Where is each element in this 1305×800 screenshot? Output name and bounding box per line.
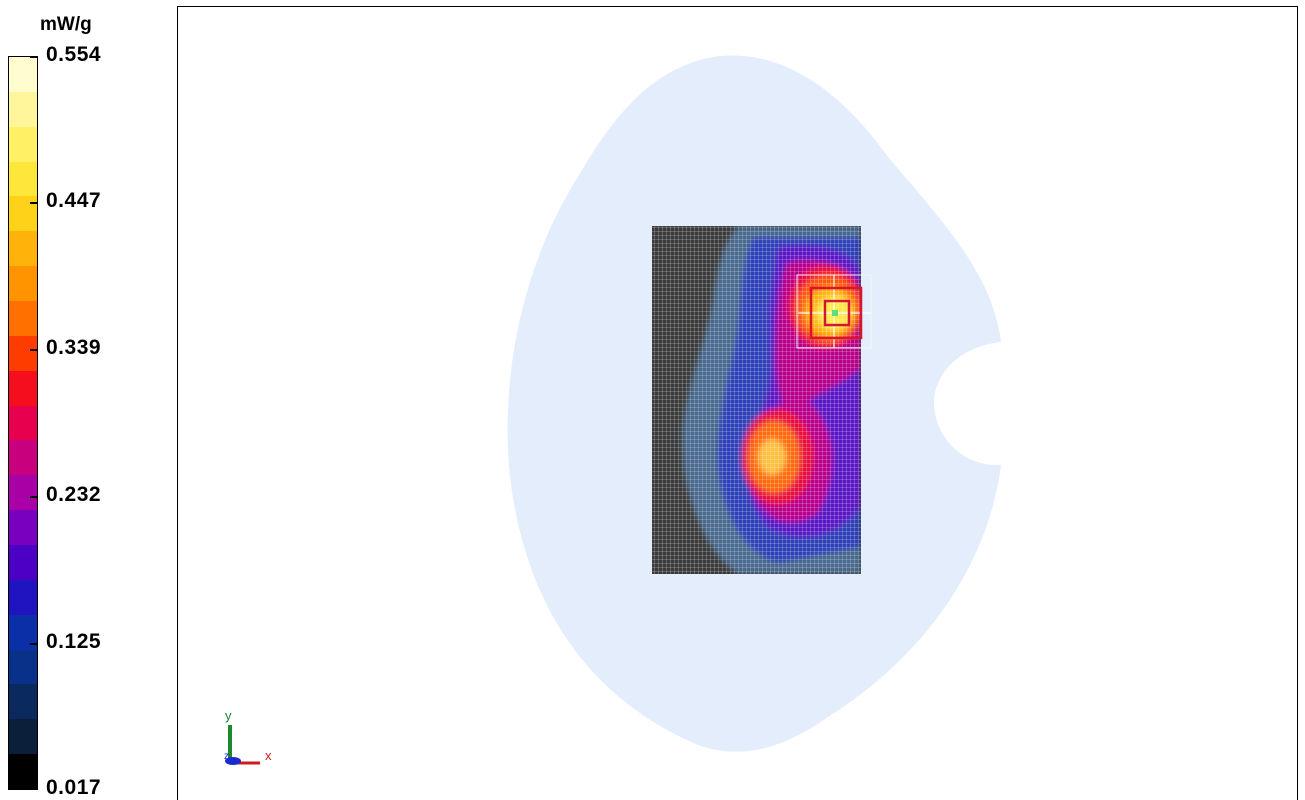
legend-tick: 0.125 xyxy=(46,630,102,653)
color-band xyxy=(9,684,37,720)
color-band xyxy=(9,301,37,336)
color-band xyxy=(9,440,37,476)
zoom-cube-outline xyxy=(809,286,863,340)
color-band xyxy=(9,719,37,755)
zoom-outer-frame xyxy=(796,274,872,349)
colorbar-tick-mark xyxy=(30,56,38,58)
color-band xyxy=(9,475,37,511)
legend-tick-min: 0.017 xyxy=(46,776,102,799)
y-axis-label: y xyxy=(225,708,232,723)
peak-location-marker xyxy=(832,310,838,316)
color-band xyxy=(9,57,37,92)
legend-unit-label: mW/g xyxy=(40,14,92,35)
color-band xyxy=(9,335,37,371)
color-band xyxy=(9,579,37,615)
z-axis-arrow xyxy=(225,757,241,765)
area-scan-grid xyxy=(652,226,861,574)
axis-triad: y x z xyxy=(224,708,272,765)
color-band xyxy=(9,649,37,685)
x-axis-label: x xyxy=(265,748,272,763)
color-band xyxy=(9,405,37,441)
color-band xyxy=(9,266,37,302)
measurement-grid-lines xyxy=(652,226,861,574)
legend-tick: 0.447 xyxy=(46,189,102,212)
color-band xyxy=(9,126,37,162)
color-band xyxy=(9,370,37,406)
color-band xyxy=(9,545,37,580)
color-band xyxy=(9,231,37,267)
color-band xyxy=(9,161,37,197)
colorbar-tick-mark xyxy=(30,202,38,204)
colorbar-tick-mark xyxy=(30,643,38,645)
sar-plot-area[interactable]: y x z xyxy=(177,6,1298,800)
legend-tick: 0.339 xyxy=(46,336,102,359)
color-band xyxy=(9,754,37,790)
zoom-scan-cube xyxy=(796,274,872,349)
colorbar-tick-mark xyxy=(30,496,38,498)
legend-tick: 0.232 xyxy=(46,483,102,506)
color-scale-bar xyxy=(8,56,38,790)
legend-tick-max: 0.554 xyxy=(46,43,102,66)
color-scale-legend: mW/g 0.554 0.447 0.339 0.232 0.125 0.017 xyxy=(0,0,170,800)
z-axis-label: z xyxy=(224,751,229,762)
color-band xyxy=(9,510,37,546)
colorbar-tick-mark xyxy=(30,349,38,351)
color-band xyxy=(9,91,37,127)
sar-plot-svg: y x z xyxy=(224,55,1001,765)
zoom-cube-inner xyxy=(823,299,851,327)
